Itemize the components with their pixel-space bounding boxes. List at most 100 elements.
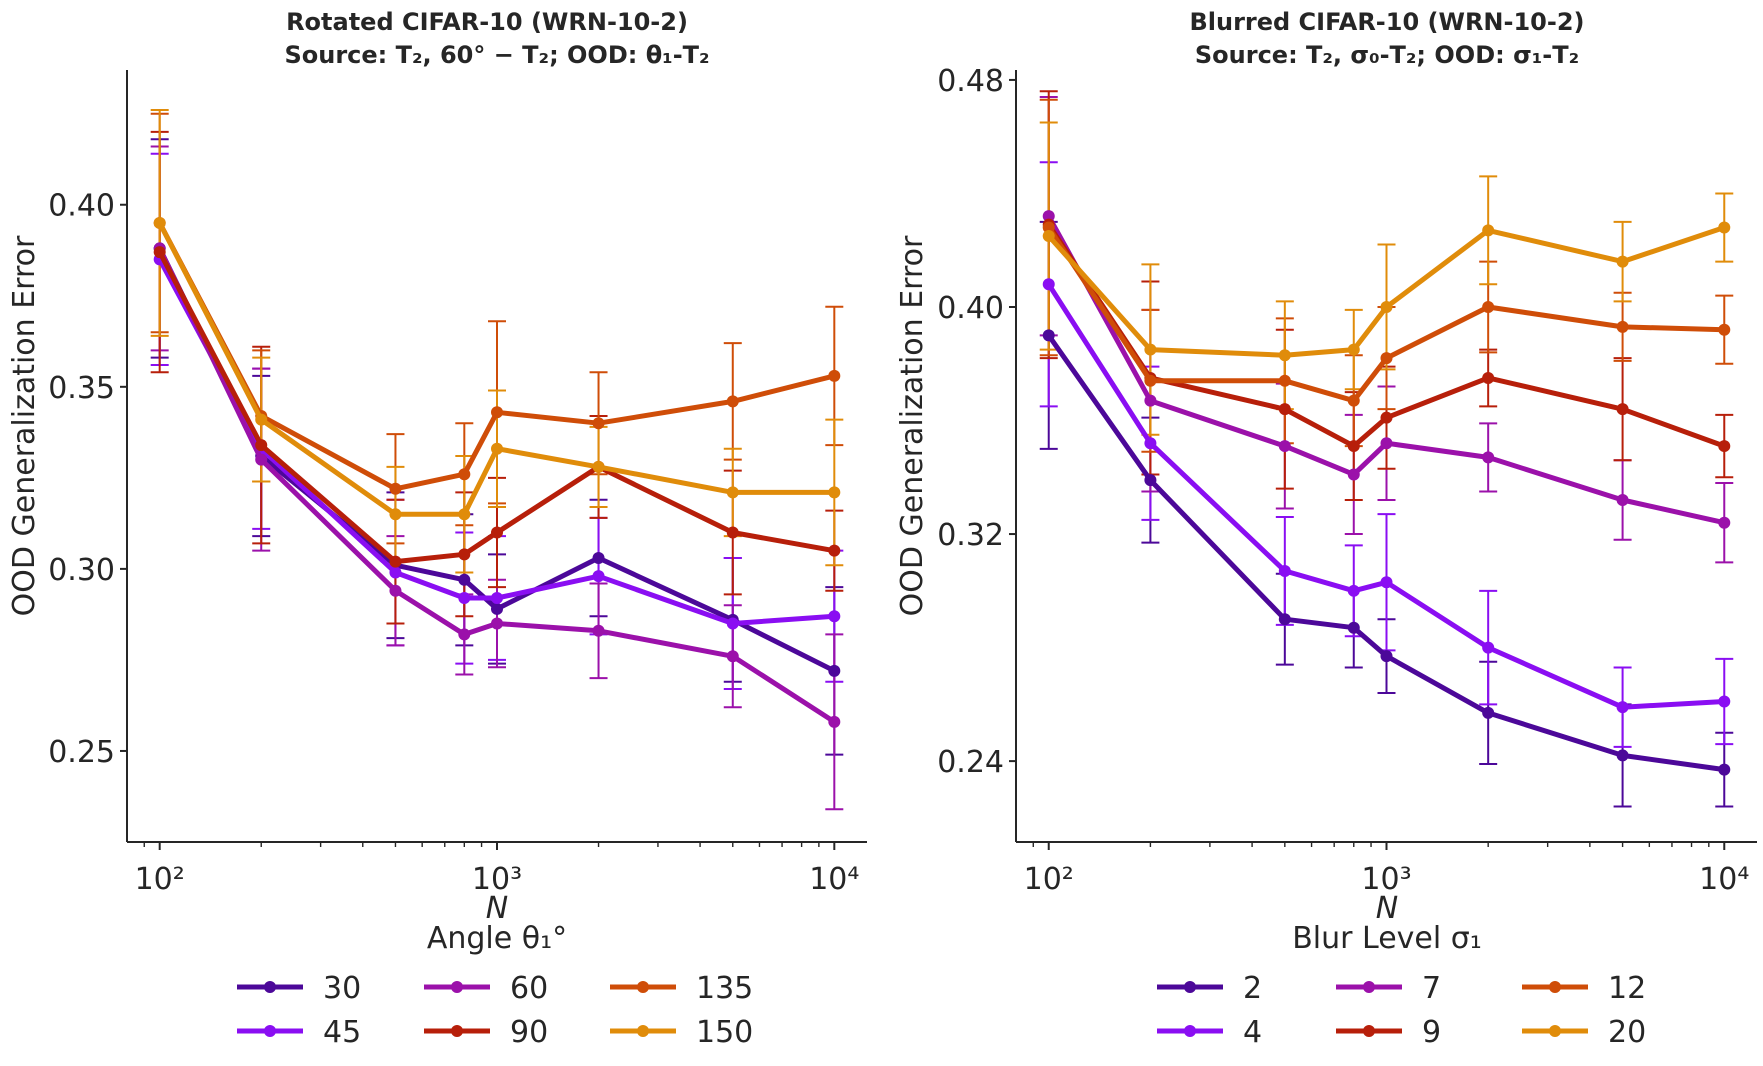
data-point [828,486,841,499]
data-point [389,508,402,521]
x-tick-label: 10⁴ [809,862,859,897]
series-line [1046,332,1727,773]
chart-title-line1: Rotated CIFAR-10 (WRN-10-2) [286,8,688,36]
legend-marker [451,1025,463,1037]
data-point [255,453,268,466]
data-point [255,413,268,426]
data-point [1718,221,1731,234]
legend: 2 4 7 9 12 20 [1157,971,1646,1050]
x-tick-label: 10³ [472,862,522,897]
chart-blurred-cifar10: Blurred CIFAR-10 (WRN-10-2) Source: T₂, … [895,8,1757,1050]
legend: 30 45 60 90 135 150 [237,971,753,1050]
legend-marker [1549,981,1561,993]
data-point [726,650,739,663]
legend-marker [264,1025,276,1037]
data-point [726,526,739,539]
y-tick-label: 0.30 [48,553,115,588]
data-point [1482,224,1495,237]
data-point [255,439,268,452]
series-12 [1042,221,1731,407]
data-point [458,508,471,521]
data-point [458,468,471,481]
data-point [1380,437,1393,450]
legend-label: 135 [696,971,753,1006]
legend-marker [1363,1025,1375,1037]
y-tick-label: 0.48 [937,64,1004,99]
data-point [1718,323,1731,336]
legend-item-135: 135 [610,971,753,1006]
legend-label: 150 [696,1015,753,1050]
series-line [1046,213,1727,526]
data-point [1482,706,1495,719]
data-point [828,715,841,728]
y-tick-label: 0.40 [48,189,115,224]
data-point [1718,516,1731,529]
legend-item-30: 30 [237,971,361,1006]
data-point [1616,749,1629,762]
data-point [1616,403,1629,416]
legend-title: Blur Level σ₁ [1292,921,1482,956]
legend-item-9: 9 [1336,1015,1441,1050]
legend-item-60: 60 [424,971,548,1006]
legend-label: 2 [1243,971,1262,1006]
data-point [491,526,503,539]
data-point [1042,210,1055,223]
legend-item-12: 12 [1522,971,1646,1006]
legend-marker [1363,981,1375,993]
data-point [1718,695,1731,708]
legend-label: 20 [1608,1015,1646,1050]
data-point [491,406,503,419]
data-point [153,216,166,229]
series-7 [1042,210,1731,529]
chart-title-line2: Source: T₂, σ₀-T₂; OOD: σ₁-T₂ [1195,41,1579,69]
data-point [1278,440,1291,453]
data-point [491,592,503,605]
data-point [1278,349,1291,362]
series-line [157,220,837,517]
series-line [157,249,837,565]
legend-marker [637,1025,649,1037]
data-point [491,442,503,455]
x-axis-label: N [1376,891,1398,926]
data-point [1347,394,1360,407]
series-line [157,220,837,492]
data-point [458,548,471,561]
legend-label: 9 [1422,1015,1441,1050]
legend-item-90: 90 [424,1015,548,1050]
series-2 [1042,329,1731,776]
data-point [726,617,739,630]
data-point [491,617,503,630]
x-axis-label: N [486,891,508,926]
data-point [1616,320,1629,333]
data-point [1718,440,1731,453]
data-point [1380,576,1393,589]
series-line [1046,225,1727,404]
y-tick-label: 0.25 [48,735,115,770]
data-point [726,395,739,408]
data-point [828,369,841,382]
legend-item-20: 20 [1522,1015,1646,1050]
data-point [1278,613,1291,626]
series-20 [1042,221,1731,362]
legend-marker [451,981,463,993]
y-tick-label: 0.32 [937,518,1004,553]
data-point [592,624,605,637]
legend-marker [1184,981,1196,993]
series-60 [153,242,841,728]
data-point [491,602,503,615]
data-point [1347,584,1360,597]
y-axis-label: OOD Generalization Error [895,235,930,616]
legend-label: 90 [510,1015,548,1050]
chart-title-line2: Source: T₂, 60° − T₂; OOD: θ₁-T₂ [284,41,709,69]
data-point [1482,451,1495,464]
data-point [828,664,841,677]
chart-title-line1: Blurred CIFAR-10 (WRN-10-2) [1189,8,1584,36]
y-tick-label: 0.24 [937,745,1004,780]
series-line [157,245,837,725]
y-axis-label: OOD Generalization Error [7,235,42,616]
x-tick-label: 10² [1024,862,1074,897]
data-point [1144,343,1157,356]
data-point [1144,474,1157,487]
legend-item-45: 45 [237,1015,361,1050]
legend-marker [1549,1025,1561,1037]
